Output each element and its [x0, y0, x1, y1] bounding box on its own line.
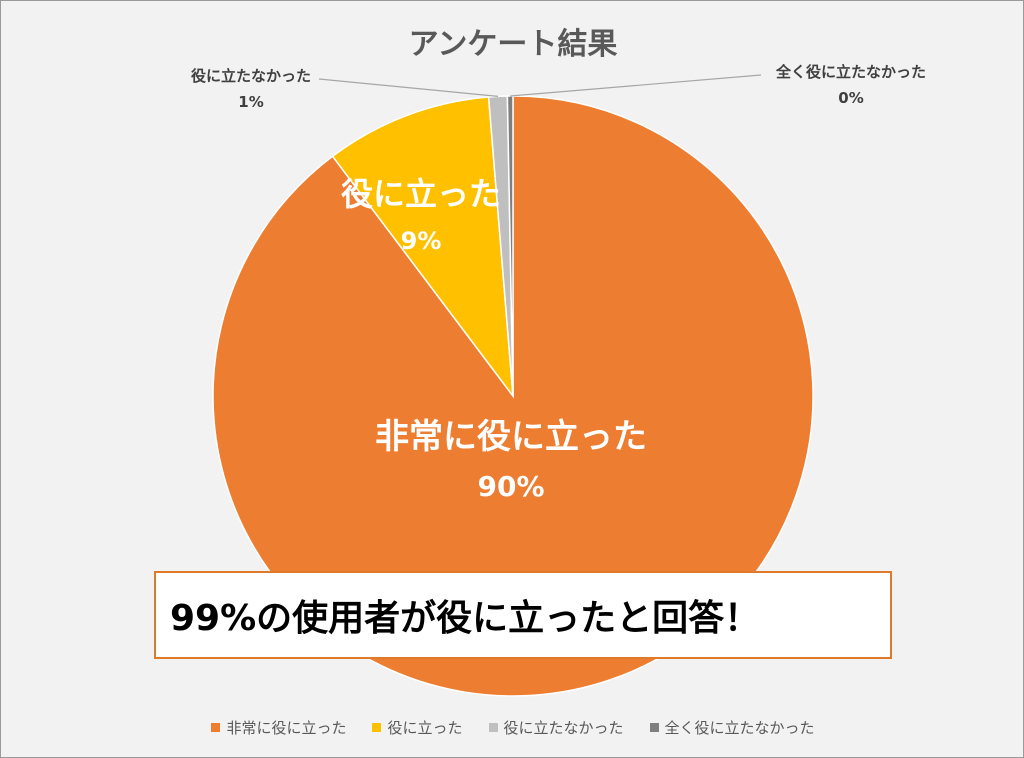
- slice-label-1-value: 9%: [400, 227, 442, 255]
- legend: 非常に役に立った 役に立った 役に立たなかった 全く役に立たなかった: [1, 717, 1023, 738]
- legend-label-0: 非常に役に立った: [226, 719, 347, 737]
- slice-label-3-name: 全く役に立たなかった: [775, 63, 926, 81]
- slice-label-0-name: 非常に役に立った: [375, 417, 647, 457]
- slice-label-2-name: 役に立たなかった: [190, 67, 311, 85]
- legend-item-2: 役に立たなかった: [488, 717, 624, 738]
- slice-label-1: 役に立った 9%: [331, 169, 511, 255]
- legend-label-3: 全く役に立たなかった: [664, 719, 815, 737]
- pie-slice-1: [331, 96, 514, 399]
- legend-label-2: 役に立たなかった: [503, 719, 624, 737]
- legend-swatch-1: [372, 723, 382, 732]
- legend-item-3: 全く役に立たなかった: [649, 717, 815, 738]
- legend-swatch-2: [488, 723, 498, 732]
- leader-line-2: [318, 78, 499, 97]
- leader-line-3: [510, 74, 762, 97]
- slice-label-0-value: 90%: [477, 470, 545, 503]
- annotation-box: 99%の使用者が役に立ったと回答！: [154, 571, 892, 659]
- legend-swatch-0: [211, 723, 221, 732]
- legend-swatch-3: [649, 723, 659, 732]
- slice-label-3-value: 0%: [838, 89, 864, 107]
- chart-title: アンケート結果: [408, 27, 618, 62]
- slice-label-1-name: 役に立った: [340, 175, 501, 213]
- slice-label-2: 役に立たなかった 1%: [161, 63, 341, 115]
- slice-label-0: 非常に役に立った 90%: [341, 409, 681, 503]
- annotation-text: 99%の使用者が役に立ったと回答！: [170, 598, 761, 639]
- legend-label-1: 役に立った: [387, 719, 463, 737]
- slice-label-3: 全く役に立たなかった 0%: [751, 59, 951, 111]
- slice-label-2-value: 1%: [238, 93, 264, 111]
- legend-item-1: 役に立った: [372, 717, 463, 738]
- legend-item-0: 非常に役に立った: [211, 717, 346, 738]
